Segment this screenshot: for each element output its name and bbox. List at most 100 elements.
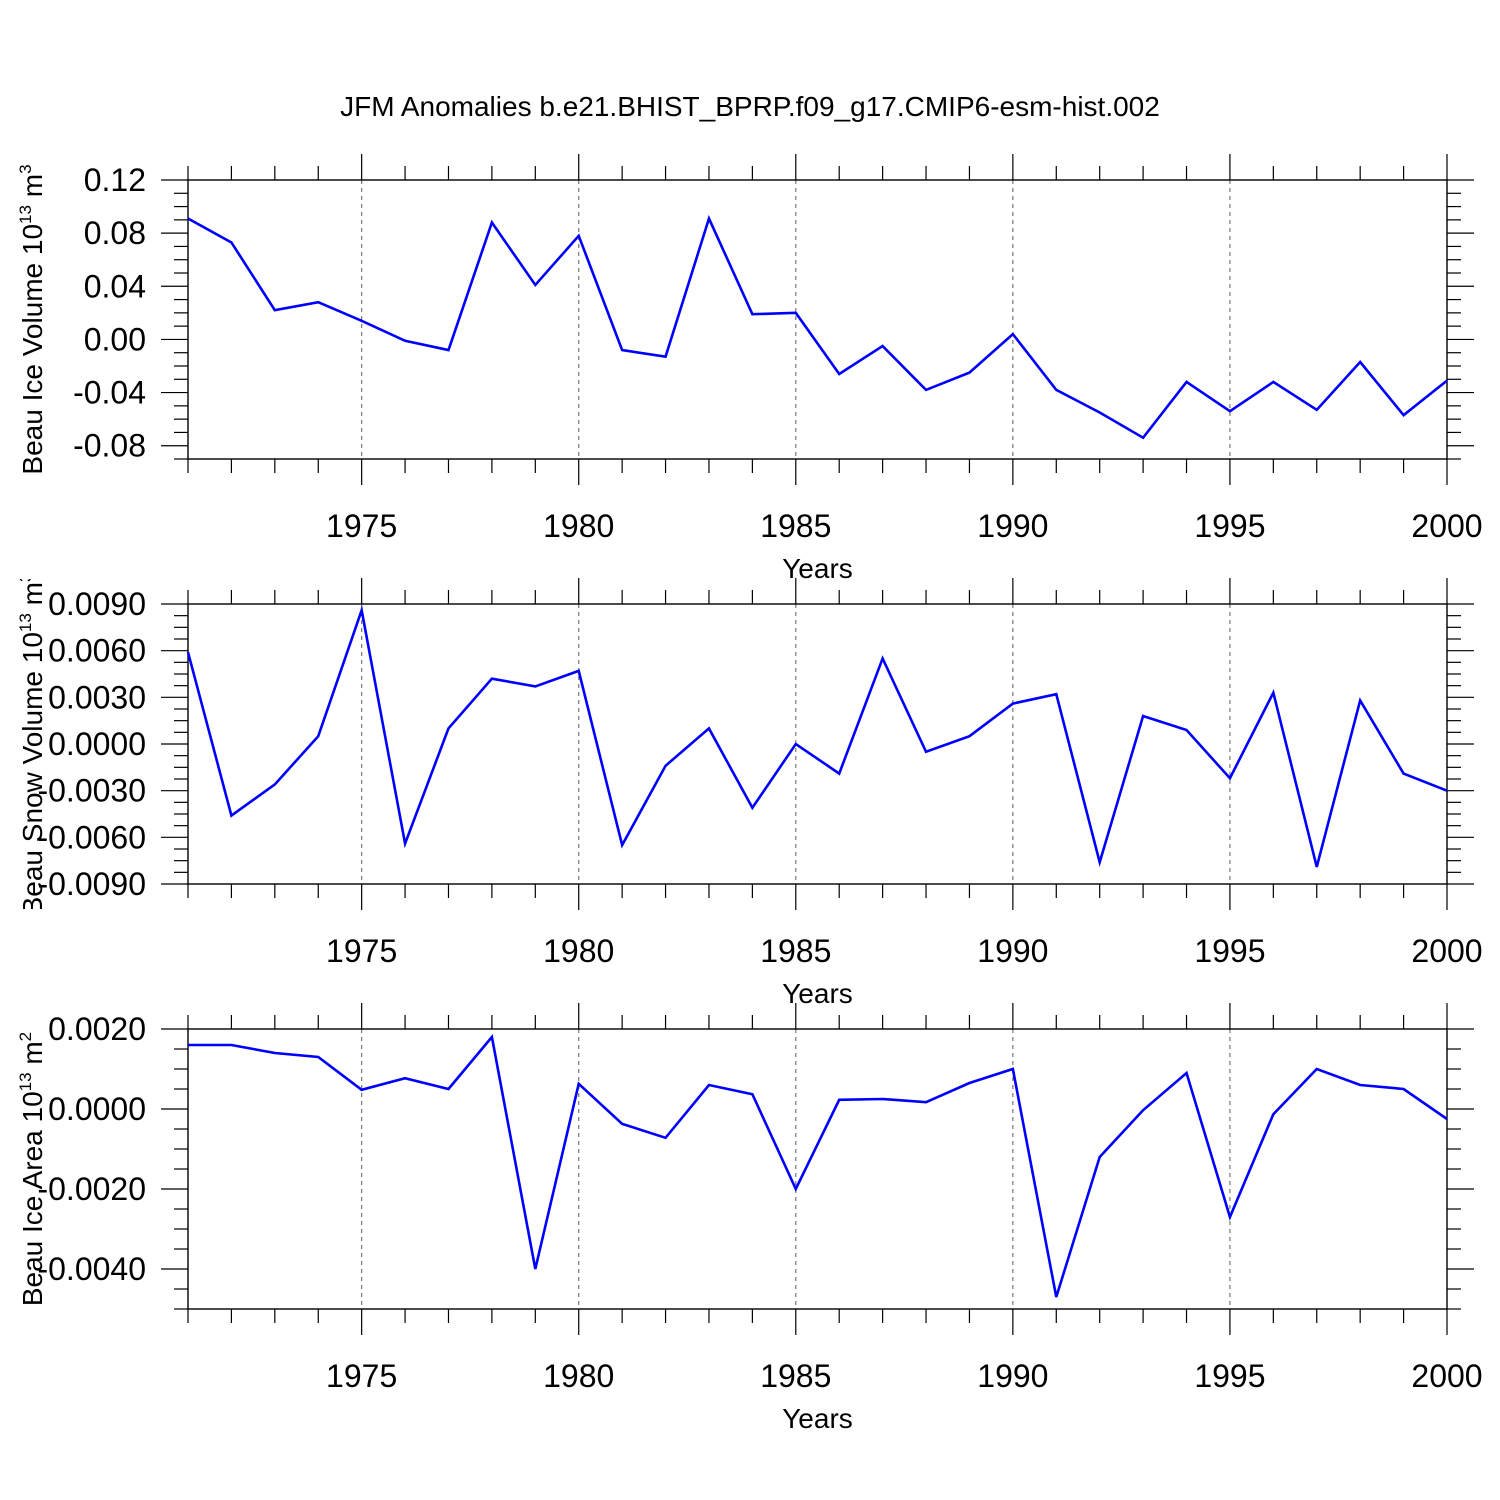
y-axis-label-exponent: 13 bbox=[16, 205, 35, 224]
x-tick-label: 1975 bbox=[326, 508, 397, 544]
chart-panel-3: 0.0020 0.0000 -0.0020 -0.0040 1975 1980 1985 19… bbox=[16, 1003, 1483, 1434]
x-tick-label: 1985 bbox=[760, 933, 831, 969]
series-line bbox=[187, 214, 1448, 440]
data-point bbox=[274, 1052, 276, 1054]
data-point bbox=[1272, 691, 1274, 693]
x-tick-label: 1990 bbox=[977, 933, 1048, 969]
data-point bbox=[1055, 693, 1057, 695]
data-point bbox=[317, 735, 319, 737]
data-point bbox=[925, 1101, 927, 1103]
y-axis-label-exponent: 13 bbox=[16, 613, 35, 632]
y-tick-label: 0.0030 bbox=[48, 679, 146, 715]
x-tick-label: 1995 bbox=[1194, 1358, 1265, 1394]
y-axis-label: Beau Ice Area 1013 m2 bbox=[16, 1032, 48, 1306]
data-point bbox=[447, 349, 449, 351]
data-point bbox=[1055, 1296, 1057, 1298]
data-point bbox=[1012, 333, 1014, 335]
x-tick-label: 2000 bbox=[1411, 508, 1482, 544]
data-point bbox=[491, 221, 493, 223]
data-point bbox=[751, 807, 753, 809]
data-point bbox=[1402, 772, 1404, 774]
data-point bbox=[968, 1082, 970, 1084]
data-point bbox=[838, 1099, 840, 1101]
x-tick-label: 1995 bbox=[1194, 508, 1265, 544]
data-point bbox=[968, 735, 970, 737]
x-tick-label: 1990 bbox=[977, 508, 1048, 544]
data-point bbox=[274, 309, 276, 311]
x-tick-label: 1995 bbox=[1194, 933, 1265, 969]
plot-frame bbox=[187, 603, 1448, 885]
data-point bbox=[317, 301, 319, 303]
data-point bbox=[404, 1077, 406, 1079]
y-axis-label-exponent: 13 bbox=[16, 1072, 35, 1091]
data-point bbox=[1446, 1118, 1448, 1120]
y-tick-label: 0.0090 bbox=[48, 586, 146, 622]
data-point bbox=[230, 1044, 232, 1046]
y-axis-label: Beau Ice Volume 1013 m3 bbox=[16, 164, 48, 474]
data-point bbox=[1229, 777, 1231, 779]
data-point bbox=[708, 727, 710, 729]
data-point bbox=[1142, 715, 1144, 717]
data-point bbox=[447, 1088, 449, 1090]
data-point bbox=[708, 217, 710, 219]
y-tick-label: 0.00 bbox=[84, 321, 146, 357]
data-point bbox=[881, 1098, 883, 1100]
data-point bbox=[1185, 381, 1187, 383]
y-tick-label: -0.08 bbox=[73, 428, 146, 464]
y-axis-label-group: Beau Ice Volume 1013 m3 bbox=[16, 164, 48, 474]
data-point bbox=[1142, 437, 1144, 439]
series-line bbox=[188, 1034, 1448, 1298]
data-point bbox=[795, 312, 797, 314]
plot-frame bbox=[187, 179, 1448, 460]
data-point bbox=[1272, 381, 1274, 383]
x-tick-label: 1980 bbox=[543, 508, 614, 544]
data-point bbox=[360, 1089, 362, 1091]
data-point bbox=[230, 814, 232, 816]
data-point bbox=[1098, 411, 1100, 413]
x-tick-label: 1975 bbox=[326, 1358, 397, 1394]
data-point bbox=[1402, 414, 1404, 416]
y-axis-label-unit-exponent: 2 bbox=[16, 1032, 35, 1041]
y-tick-label: 0.0060 bbox=[48, 633, 146, 669]
x-axis-label: Years bbox=[782, 978, 853, 1009]
data-point bbox=[1229, 410, 1231, 412]
y-tick-label: 0.08 bbox=[84, 215, 146, 251]
data-point bbox=[187, 217, 189, 219]
series-line bbox=[186, 605, 1448, 868]
plot-frame bbox=[187, 1028, 1448, 1310]
data-point bbox=[187, 1044, 189, 1046]
y-tick-label: 0.12 bbox=[84, 162, 146, 198]
x-tick-label: 2000 bbox=[1411, 933, 1482, 969]
data-point bbox=[621, 1123, 623, 1125]
x-tick-label: 1990 bbox=[977, 1358, 1048, 1394]
data-point bbox=[578, 1083, 580, 1085]
data-point bbox=[404, 842, 406, 844]
data-point bbox=[404, 340, 406, 342]
y-tick-label: -0.0030 bbox=[37, 773, 146, 809]
x-tick-label: 1985 bbox=[760, 1358, 831, 1394]
data-point bbox=[491, 1036, 493, 1038]
data-point bbox=[1098, 1156, 1100, 1158]
x-tick-label: 1975 bbox=[326, 933, 397, 969]
data-point bbox=[881, 657, 883, 659]
data-point bbox=[708, 1084, 710, 1086]
data-point bbox=[578, 670, 580, 672]
y-tick-label: -0.0060 bbox=[37, 819, 146, 855]
data-point bbox=[838, 373, 840, 375]
y-axis-label-unit-exponent: 3 bbox=[16, 164, 35, 173]
y-tick-label: 0.0020 bbox=[48, 1011, 146, 1047]
y-tick-label: -0.0090 bbox=[37, 866, 146, 902]
chart-panels: 0.12 0.08 0.04 0.00 -0.04 -0.08 1975 1980 1985 19… bbox=[16, 154, 1483, 1434]
data-point bbox=[621, 349, 623, 351]
chart-panel-2: 0.0090 0.0060 0.0030 0.0000 -0.0030 -0.0060 -0… bbox=[16, 578, 1483, 1009]
data-point bbox=[447, 727, 449, 729]
x-tick-label: 1980 bbox=[543, 1358, 614, 1394]
data-point bbox=[1012, 702, 1014, 704]
chart-panel-1: 0.12 0.08 0.04 0.00 -0.04 -0.08 1975 1980 1985 19… bbox=[16, 154, 1483, 584]
data-point bbox=[1229, 1216, 1231, 1218]
data-point bbox=[621, 844, 623, 846]
data-point bbox=[317, 1056, 319, 1058]
data-point bbox=[1142, 1109, 1144, 1111]
data-point bbox=[664, 1137, 666, 1139]
